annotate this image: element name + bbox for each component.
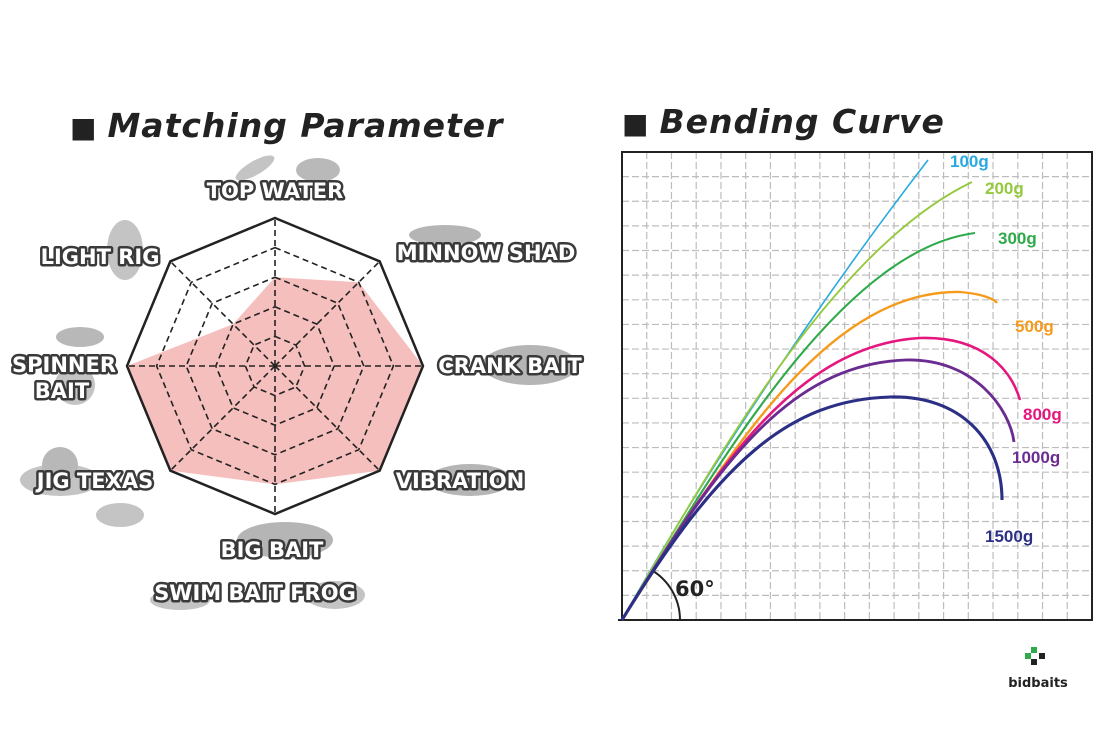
curve-label-300g: 300g [998,229,1037,248]
angle-label: 60° [675,577,715,601]
bending-curve-300g [621,231,976,621]
curve-label-800g: 800g [1023,405,1062,424]
curve-label-200g: 200g [985,179,1024,198]
curve-label-1000g: 1000g [1012,448,1060,467]
lure-silhouette-icon [56,327,104,347]
axis-label-spinner: SPINNER [12,353,116,377]
axis-label-vibration: VIBRATION [396,469,524,493]
lure-silhouette-icon [96,503,144,527]
lure-silhouette-icon [296,158,340,182]
radar-spoke [274,365,381,472]
axis-label-top-water: TOP WATER [207,179,344,203]
logo-mark-icon [1025,647,1045,665]
matching-parameter-title: ■ Matching Parameter [70,106,503,145]
lure-silhouettes [20,155,578,610]
radar-spoke [169,260,276,367]
lure-silhouette-icon [42,447,78,483]
axis-label-crank-bait: CRANK BAIT [438,354,582,378]
bending-curve-labels: 100g 200g 300g 500g 800g 1000g 1500g [950,152,1062,546]
lure-silhouette-icon [150,590,210,610]
radar-grid [127,218,423,514]
matching-parameter-title-text: Matching Parameter [107,106,504,145]
lure-silhouette-icon [107,220,143,280]
bending-curve-200g [621,181,973,621]
curve-label-100g: 100g [950,152,989,171]
bending-grid [622,152,1092,620]
lure-silhouette-icon [237,522,333,558]
title-square-icon: ■ [70,111,98,144]
bending-curve-title: ■ Bending Curve [622,102,945,141]
lure-silhouette-icon [235,155,275,181]
bending-curve-title-text: Bending Curve [659,102,945,141]
axis-label-big-bait: BIG BAIT [221,538,324,562]
axis-label-light-rig: LIGHT RIG [41,245,160,269]
bending-curve-1500g [620,395,1004,621]
lure-silhouette-icon [482,345,578,385]
lure-silhouette-icon [55,365,95,405]
radar-outer-octagon [125,216,425,516]
lure-silhouette-icon [305,581,365,609]
curve-label-500g: 500g [1015,317,1054,336]
axis-label-swim-bait-frog: SWIM BAIT FROG [154,581,356,605]
radar-grid-ring [155,246,395,486]
radar-spoke [274,260,381,367]
axis-label-jig-texas: JIG TEXAS [35,469,153,493]
radar-grid-ring [214,305,336,427]
angle-arc [650,568,681,621]
axis-label-minnow-shad: MINNOW SHAD [397,241,576,265]
radar-grid-ring [185,276,365,456]
lure-silhouette-icon [428,464,512,496]
radar-spoke [169,365,276,472]
radar-grid-ring [244,335,306,397]
bidbaits-logo: bidbaits [1008,645,1068,691]
axis-label-bait: BAIT [35,379,90,403]
bending-curve-1000g [620,358,1016,621]
bending-frame [621,151,1093,621]
curve-label-1500g: 1500g [985,527,1033,546]
title-square-icon: ■ [622,107,650,140]
lure-silhouette-icon [409,225,481,245]
bending-curves [620,159,1022,621]
logo-text: bidbaits [1008,676,1068,691]
